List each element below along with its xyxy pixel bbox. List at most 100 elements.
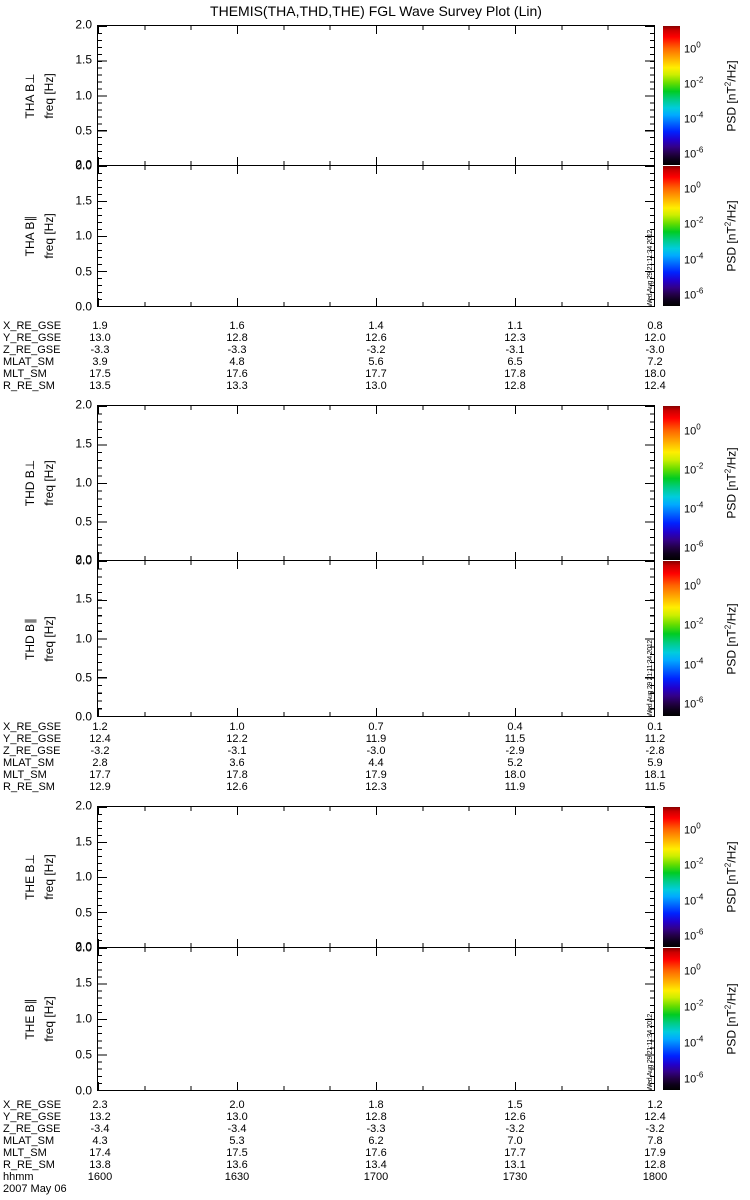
date-row: 2007 May 06 — [0, 1183, 750, 1195]
ephemeris-row: Y_RE_GSE 13.2 13.0 12.8 12.6 12.4 — [0, 1111, 750, 1123]
eph-value: 4.4 — [368, 757, 384, 769]
eph-value: 17.9 — [365, 769, 387, 781]
eph-label: MLAT_SM — [3, 356, 55, 368]
y-major-ticks — [98, 561, 107, 716]
colorbar-tick-label: 10-6 — [684, 927, 704, 943]
colorbar-tick-label: 10-2 — [684, 215, 704, 231]
eph-value: 13.5 — [89, 380, 111, 392]
eph-value: 12.8 — [644, 1159, 666, 1171]
x-major-ticks — [98, 26, 654, 34]
ephemeris-row: Y_RE_GSE 12.4 12.2 11.9 11.5 11.2 — [0, 733, 750, 745]
panel-thd-bpar: 2.0 1.5 1.0 0.5 0.0 THD B∥ freq [Hz] 100… — [0, 552, 750, 723]
panel-label: THA B∥ — [23, 215, 37, 257]
colorbar-tick-label: 10-4 — [684, 110, 704, 126]
eph-value: 13.3 — [226, 380, 248, 392]
eph-value: 1.0 — [229, 721, 245, 733]
freq-tick-label: 0.0 — [75, 553, 92, 568]
ephemeris-row: Z_RE_GSE -3.4 -3.4 -3.3 -3.2 -3.2 — [0, 1123, 750, 1135]
freq-axis-label: freq [Hz] — [42, 213, 56, 259]
eph-value: 18.0 — [644, 368, 666, 380]
eph-value: -3.2 — [90, 745, 110, 757]
eph-value: -2.8 — [645, 745, 665, 757]
x-major-ticks — [98, 1082, 654, 1090]
time-tick-label: 1600 — [87, 1171, 113, 1183]
eph-value: 12.2 — [226, 733, 248, 745]
eph-value: 1.5 — [507, 1099, 523, 1111]
ephemeris-row: R_RE_SM 12.9 12.6 12.3 11.9 11.5 — [0, 781, 750, 793]
eph-label: Y_RE_GSE — [3, 733, 62, 745]
plot-area — [97, 560, 655, 717]
eph-label: X_RE_GSE — [3, 1099, 62, 1111]
psd-colorbar — [663, 406, 680, 560]
ephemeris-row: Z_RE_GSE -3.3 -3.3 -3.2 -3.1 -3.0 — [0, 344, 750, 356]
freq-tick-label: 1.0 — [75, 87, 92, 102]
eph-value: 2.3 — [92, 1099, 108, 1111]
psd-axis-label: PSD [nT2/Hz] — [723, 200, 739, 272]
eph-value: 12.6 — [226, 781, 248, 793]
eph-value: 17.7 — [365, 368, 387, 380]
y-major-ticks — [98, 948, 107, 1090]
eph-value: 17.5 — [226, 1147, 248, 1159]
ephemeris-row: Y_RE_GSE 13.0 12.8 12.6 12.3 12.0 — [0, 332, 750, 344]
y-major-ticks — [98, 406, 107, 560]
colorbar-tick-label: 10-4 — [684, 1034, 704, 1050]
y-major-ticks — [645, 26, 654, 165]
eph-label: MLT_SM — [3, 1147, 47, 1159]
eph-value: 12.4 — [644, 380, 666, 392]
ephemeris-row: X_RE_GSE 2.3 2.0 1.8 1.5 1.2 — [0, 1099, 750, 1111]
eph-value: 2.0 — [229, 1099, 245, 1111]
eph-label: Z_RE_GSE — [3, 344, 61, 356]
plot-area — [97, 25, 655, 166]
freq-tick-label: 0.5 — [75, 263, 92, 278]
y-major-ticks — [98, 807, 107, 947]
psd-axis-label: PSD [nT2/Hz] — [723, 841, 739, 913]
eph-value: -3.3 — [366, 1123, 386, 1135]
eph-label: Z_RE_GSE — [3, 1123, 61, 1135]
x-major-ticks — [98, 298, 654, 306]
x-major-ticks — [98, 561, 654, 569]
freq-tick-label: 0.0 — [75, 158, 92, 173]
psd-axis-label: PSD [nT2/Hz] — [723, 983, 739, 1055]
plot-area — [97, 947, 655, 1091]
panel-label: THD B∥ — [23, 617, 37, 660]
eph-value: 7.8 — [647, 1135, 663, 1147]
colorbar-tick-label: 10-4 — [684, 656, 704, 671]
eph-label: Y_RE_GSE — [3, 332, 62, 344]
eph-value: 17.5 — [89, 368, 111, 380]
psd-colorbar — [663, 166, 680, 306]
eph-value: 12.8 — [226, 332, 248, 344]
eph-value: -3.3 — [90, 344, 110, 356]
eph-value: 13.6 — [226, 1159, 248, 1171]
eph-value: 13.0 — [365, 380, 387, 392]
freq-tick-label: 2.0 — [75, 157, 92, 172]
y-major-ticks — [645, 561, 654, 716]
freq-tick-label: 2.0 — [75, 552, 92, 567]
colorbar-tick-label: 100 — [684, 821, 701, 837]
eph-value: 17.7 — [89, 769, 111, 781]
freq-axis-label: freq [Hz] — [42, 854, 56, 900]
eph-value: 13.0 — [89, 332, 111, 344]
x-major-ticks — [98, 157, 654, 165]
creation-timestamp: Wed Aug 29 21:11:34 2012 — [647, 1013, 654, 1091]
psd-colorbar — [663, 26, 680, 165]
freq-tick-label: 2.0 — [75, 397, 92, 412]
creation-timestamp: Wed Aug 29 21:11:34 2012 — [647, 229, 654, 307]
eph-value: 13.2 — [89, 1111, 111, 1123]
plot-area — [97, 806, 655, 948]
panel-label: THA B⊥ — [23, 72, 37, 119]
psd-colorbar — [663, 561, 680, 716]
panel-label: THE B⊥ — [23, 854, 37, 900]
colorbar-tick-label: 100 — [684, 422, 701, 438]
eph-label: MLAT_SM — [3, 1135, 55, 1147]
eph-value: -3.2 — [366, 344, 386, 356]
x-major-ticks — [98, 552, 654, 560]
eph-value: 13.0 — [226, 1111, 248, 1123]
eph-value: 0.4 — [507, 721, 523, 733]
y-major-ticks — [645, 948, 654, 1090]
colorbar-tick-label: 10-6 — [684, 145, 704, 161]
y-major-ticks — [98, 166, 107, 306]
colorbar-tick-label: 10-6 — [684, 1070, 704, 1086]
x-major-ticks — [98, 948, 654, 956]
time-tick-label: 1800 — [642, 1171, 668, 1183]
